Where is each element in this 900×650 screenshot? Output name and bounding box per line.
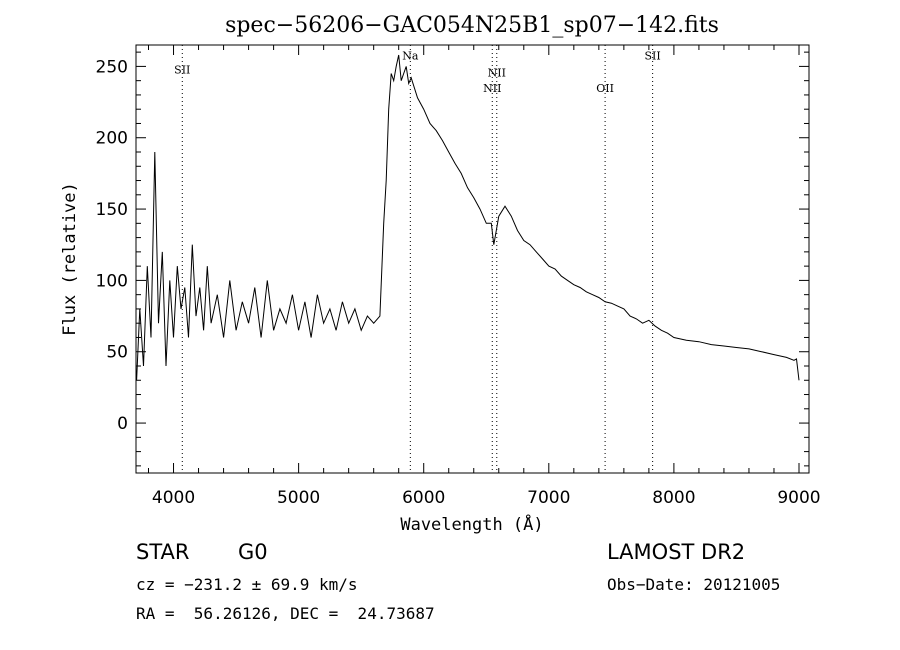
y-tick-label: 50 — [106, 343, 128, 363]
x-tick-label: 9000 — [777, 488, 820, 508]
spectral-line-label: SII — [174, 64, 190, 77]
x-tick-label: 7000 — [527, 488, 570, 508]
y-tick-label: 200 — [96, 129, 128, 149]
y-axis-label: Flux (relative) — [60, 182, 80, 336]
axis-tick-labels: 4000 5000 6000 7000 8000 9000 0 50 100 150 200 250 — [96, 57, 821, 508]
object-subclass: G0 — [238, 540, 268, 564]
x-tick-label: 8000 — [652, 488, 695, 508]
y-tick-label: 250 — [96, 57, 128, 77]
axis-ticks — [136, 45, 809, 473]
spectral-line-label: SII — [645, 49, 661, 62]
x-axis-label: Wavelength (Å) — [400, 513, 543, 535]
plot-frame — [135, 44, 810, 474]
spectral-line-label: NII — [483, 82, 501, 95]
x-tick-label: 4000 — [152, 488, 195, 508]
redshift-cz: cz = −231.2 ± 69.9 km/s — [136, 575, 358, 594]
survey-name: LAMOST DR2 — [607, 540, 746, 564]
spectral-line-label: OII — [596, 82, 614, 95]
spectrum-line — [136, 54, 800, 381]
y-tick-label: 0 — [117, 414, 128, 434]
spectral-line-label: Na — [402, 49, 419, 62]
y-tick-label: 100 — [96, 271, 128, 291]
coordinates: RA = 56.26126, DEC = 24.73687 — [136, 604, 435, 623]
observation-date: Obs−Date: 20121005 — [607, 575, 781, 594]
object-type: STAR — [136, 540, 190, 564]
spectral-line-label: NII — [488, 66, 506, 79]
x-tick-label: 6000 — [402, 488, 445, 508]
spectral-line-markers: SII Na NII NII OII SII — [174, 45, 661, 473]
x-tick-label: 5000 — [277, 488, 320, 508]
chart-title: spec−56206−GAC054N25B1_sp07−142.fits — [225, 13, 719, 38]
y-tick-label: 150 — [96, 200, 128, 220]
